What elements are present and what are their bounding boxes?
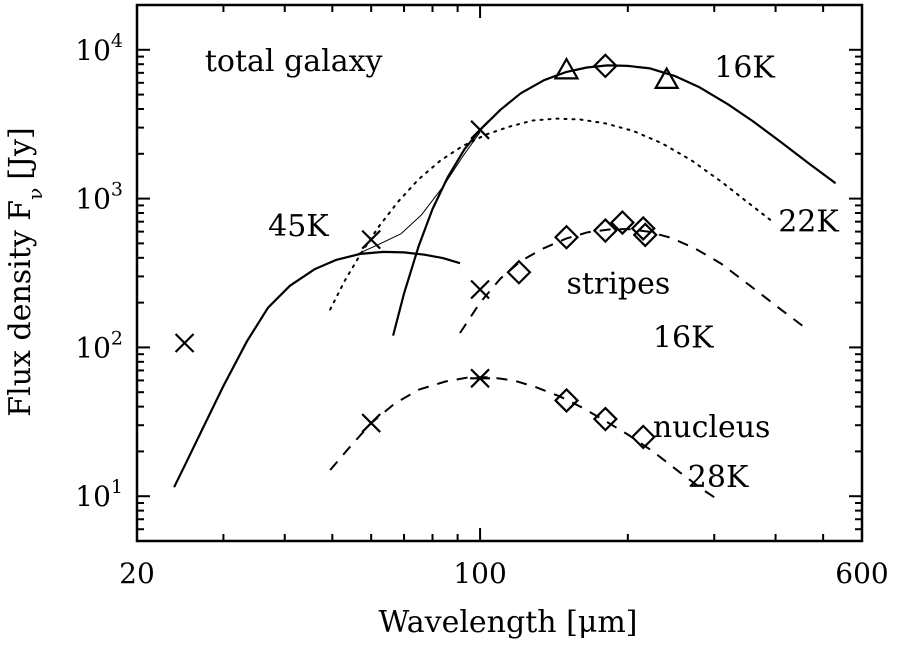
triangle-marker: [553, 56, 580, 80]
annotation-label: 22K: [778, 205, 839, 240]
diamond-marker: [592, 217, 618, 244]
diamond-marker: [553, 224, 580, 250]
y-tick-exponent: 3: [111, 179, 123, 201]
y-axis-label: Flux density Fν [Jy]: [3, 127, 47, 416]
y-axis-label-sub: ν: [23, 188, 47, 200]
annotation-label: nucleus: [653, 410, 771, 445]
y-tick-base: 10: [75, 34, 111, 67]
x-tick-label: 100: [453, 557, 506, 590]
y-tick-label: 101: [75, 476, 123, 513]
y-tick-base: 10: [75, 331, 111, 364]
y-tick-label: 102: [75, 327, 123, 364]
annotations: total galaxy 16K 45K 22K stripes 16K nucleus 28…: [205, 44, 840, 495]
y-tick-exponent: 1: [111, 476, 123, 498]
triangle-marker: [653, 66, 680, 90]
cross-marker: [470, 120, 490, 140]
series-line-solid: [392, 64, 837, 336]
series-line-thin: [352, 131, 481, 257]
diamond-marker: [592, 53, 618, 79]
annotation-label: 16K: [714, 51, 775, 86]
series-line-dotted: [329, 117, 772, 311]
cross-marker: [174, 333, 195, 353]
y-tick-label: 103: [75, 179, 123, 216]
series-line-solid: [173, 250, 461, 488]
y-tick-base: 10: [75, 480, 111, 513]
x-tick-label: 600: [835, 557, 888, 590]
series-line-dashed: [329, 376, 719, 501]
model-curves: [173, 64, 837, 501]
diamond-marker: [609, 210, 635, 236]
annotation-label: 28K: [688, 460, 749, 495]
annotation-label: total galaxy: [205, 44, 383, 79]
annotation-label: 16K: [653, 320, 714, 355]
diamond-marker: [630, 215, 656, 242]
y-axis-label-main: Flux density F: [3, 200, 38, 417]
y-tick-base: 10: [75, 183, 111, 216]
y-axis-label-unit: [Jy]: [3, 127, 38, 179]
data-markers: [174, 53, 680, 450]
diamond-marker: [553, 387, 580, 414]
diamond-marker: [506, 259, 532, 285]
diamond-marker: [630, 424, 656, 450]
cross-marker: [361, 413, 381, 433]
diamond-marker: [632, 222, 658, 248]
asterisk-marker: [470, 368, 491, 389]
annotation-label: stripes: [566, 267, 670, 302]
y-tick-exponent: 2: [111, 327, 123, 349]
diamond-marker: [592, 406, 618, 432]
cross-marker: [361, 229, 381, 250]
y-tick-exponent: 4: [111, 30, 123, 52]
axis-ticks: [136, 4, 863, 542]
cross-marker: [470, 279, 490, 300]
plot-frame: [135, 3, 864, 543]
x-axis-label: Wavelength [μm]: [379, 605, 638, 640]
x-tick-label: 20: [119, 557, 155, 590]
annotation-label: 45K: [268, 209, 329, 244]
y-tick-label: 104: [75, 30, 123, 67]
